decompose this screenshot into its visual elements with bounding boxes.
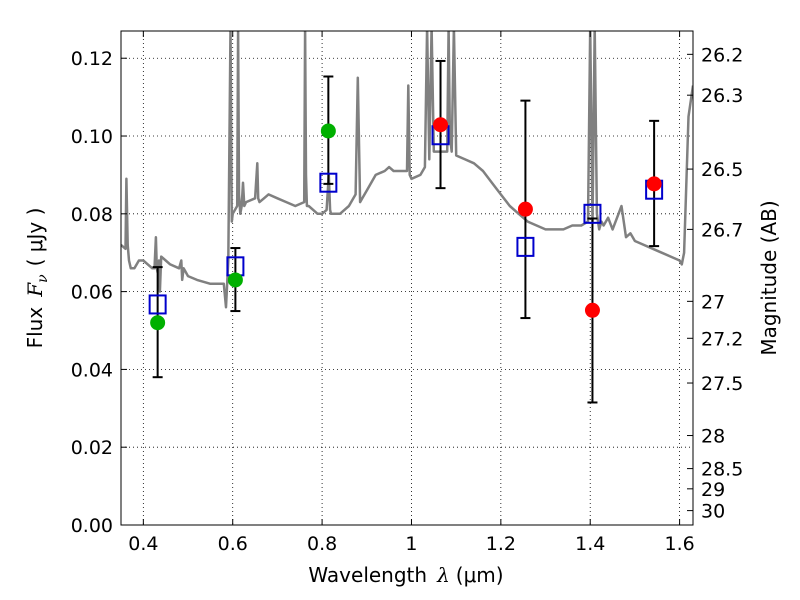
y-tick-label: 0.04 xyxy=(71,359,113,381)
magnitude-tick-label: 26.5 xyxy=(701,159,743,181)
magnitude-tick-label: 28 xyxy=(701,426,725,448)
observed-point-marker xyxy=(584,302,600,318)
model-square-marker xyxy=(583,203,602,224)
x-axis-label-unit: (μm) xyxy=(456,563,504,587)
observed-point-marker xyxy=(646,176,662,192)
magnitude-axis-label: Magnitude (AB) xyxy=(757,200,781,355)
model-square-marker xyxy=(319,172,338,193)
magnitude-tick-label: 28.5 xyxy=(701,459,743,481)
y-axis-label-symbol: F xyxy=(23,282,47,298)
magnitude-tick-label: 29 xyxy=(701,479,725,501)
observed-point-marker xyxy=(517,201,533,217)
x-axis-label-main: Wavelength xyxy=(308,563,427,587)
x-axis-label: Wavelength λ (μm) xyxy=(308,563,503,587)
observed-point-marker xyxy=(433,117,449,133)
y-tick-label: 0.08 xyxy=(71,204,113,226)
y-tick-label: 0.00 xyxy=(71,515,113,537)
y-tick-label: 0.12 xyxy=(71,48,113,70)
x-tick-label: 1 xyxy=(405,533,417,555)
y-axis-label-sub: ν xyxy=(35,274,51,283)
magnitude-tick-label: 26.2 xyxy=(701,44,743,66)
y-tick-label: 0.10 xyxy=(71,126,113,148)
x-tick-label: 0.6 xyxy=(218,533,248,555)
magnitude-tick-label: 26.3 xyxy=(701,85,743,107)
observed-point-marker xyxy=(227,272,243,288)
y-axis-ticks: 0.00 0.02 0.04 0.06 0.08 0.10 0.12 xyxy=(71,48,127,537)
x-axis-label-symbol: λ xyxy=(436,563,450,587)
y-axis-label-prefix: Flux xyxy=(23,307,47,349)
y-tick-label: 0.02 xyxy=(71,437,113,459)
magnitude-tick-label: 26.7 xyxy=(701,219,743,241)
magnitude-tick-label: 27 xyxy=(701,291,725,313)
x-tick-label: 0.4 xyxy=(128,533,158,555)
observed-points xyxy=(150,117,662,331)
x-tick-label: 1.2 xyxy=(486,533,516,555)
model-spectrum-line xyxy=(121,31,693,309)
observed-point-marker xyxy=(150,315,166,331)
y-tick-label: 0.06 xyxy=(71,282,113,304)
y-axis-label: Flux Fν ( μJy ) xyxy=(23,208,51,349)
y-axis-label-unit: ( μJy ) xyxy=(23,208,47,267)
model-square-marker xyxy=(516,236,535,257)
x-tick-label: 1.6 xyxy=(664,533,694,555)
x-tick-label: 1.4 xyxy=(575,533,605,555)
observed-point-marker xyxy=(320,123,336,139)
magnitude-tick-label: 27.5 xyxy=(701,373,743,395)
magnitude-tick-label: 27.2 xyxy=(701,328,743,350)
x-axis-ticks: 0.4 0.6 0.8 1 1.2 1.4 1.6 xyxy=(128,31,695,555)
plot-frame xyxy=(120,30,694,526)
x-tick-label: 0.8 xyxy=(307,533,337,555)
model-square-marker xyxy=(148,294,167,315)
magnitude-tick-label: 30 xyxy=(701,501,725,523)
